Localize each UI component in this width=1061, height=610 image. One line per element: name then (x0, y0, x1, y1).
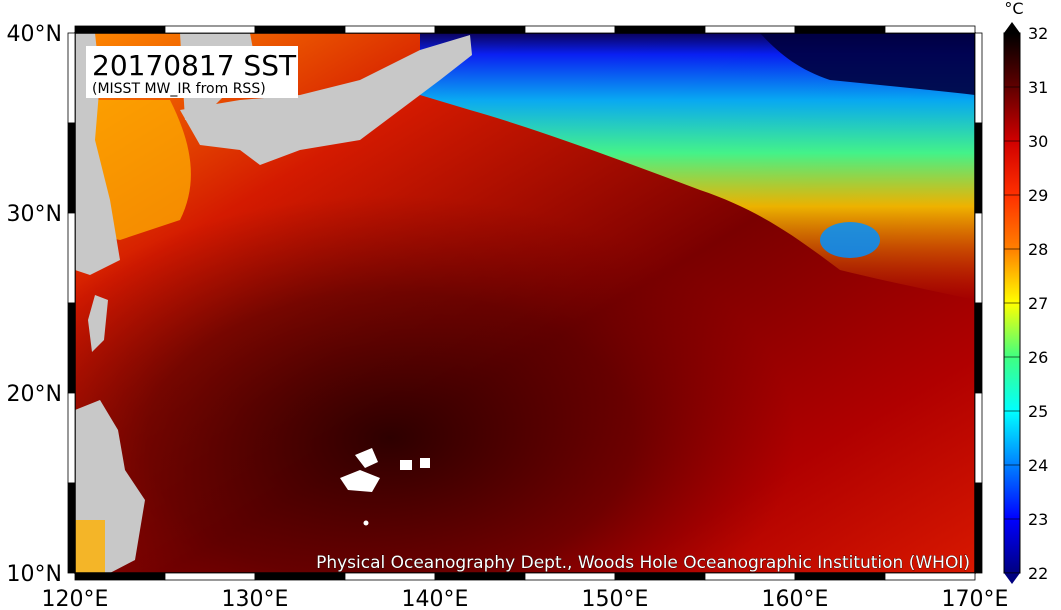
border-segment (794, 25, 886, 34)
border-segment (884, 25, 976, 34)
colorbar-tick-label: 28 (1028, 240, 1048, 259)
lon-tick-label: 150°E (582, 587, 649, 610)
border-segment (67, 32, 76, 124)
border-segment (67, 122, 76, 214)
border-segment (434, 25, 526, 34)
border-segment (67, 302, 76, 394)
border-segment (254, 25, 346, 34)
border-segment (434, 572, 526, 581)
lon-tick-label: 120°E (42, 587, 109, 610)
colorbar-tick-label: 24 (1028, 456, 1048, 475)
border-segment (74, 25, 166, 34)
map-border-left (67, 32, 76, 574)
border-segment (254, 572, 346, 581)
lat-tick-label: 20°N (7, 382, 62, 407)
border-segment (524, 25, 616, 34)
colorbar-tick-label: 29 (1028, 186, 1048, 205)
land-japan (180, 35, 472, 165)
colorbar-tick-label: 25 (1028, 402, 1048, 421)
colorbar-tick-labels: 22 23 24 25 26 27 28 29 30 31 32 (1004, 24, 1048, 583)
border-segment (164, 572, 256, 581)
colorbar-tick-label: 31 (1028, 78, 1048, 97)
longitude-tick-labels: 120°E 130°E 140°E 150°E 160°E 170°E (42, 587, 1009, 610)
missing-data-patches (340, 448, 430, 526)
colorbar-tick-label: 30 (1028, 132, 1048, 151)
lat-tick-label: 40°N (7, 22, 62, 47)
border-segment (974, 32, 983, 124)
colorbar: °C 22 23 24 25 26 27 28 29 30 31 32 (1003, 0, 1048, 584)
border-segment (974, 392, 983, 484)
border-segment (67, 482, 76, 574)
border-segment (67, 392, 76, 484)
border-segment (974, 212, 983, 304)
border-segment (614, 572, 706, 581)
border-segment (344, 572, 436, 581)
border-segment (74, 572, 166, 581)
lon-tick-label: 140°E (402, 587, 469, 610)
title-box: 20170817 SST (MISST MW_IR from RSS) (86, 46, 298, 98)
lat-tick-label: 10°N (7, 562, 62, 587)
title-sub: (MISST MW_IR from RSS) (92, 81, 266, 97)
border-segment (974, 302, 983, 394)
colorbar-unit: °C (1004, 0, 1023, 18)
border-segment (794, 572, 886, 581)
lon-tick-label: 170°E (942, 587, 1009, 610)
map-border-right (974, 32, 983, 574)
border-segment (164, 25, 256, 34)
lon-tick-label: 160°E (762, 587, 829, 610)
sst-field (75, 33, 975, 573)
colorbar-tick-label: 22 (1028, 564, 1048, 583)
border-segment (974, 482, 983, 574)
colorbar-tick-label: 26 (1028, 348, 1048, 367)
map-border-bottom (74, 572, 976, 581)
credit-text: Physical Oceanography Dept., Woods Hole … (316, 553, 970, 573)
land-taiwan (88, 295, 108, 352)
lat-tick-label: 30°N (7, 202, 62, 227)
border-segment (614, 25, 706, 34)
border-segment (704, 25, 796, 34)
border-segment (974, 122, 983, 214)
latitude-tick-labels: 10°N 20°N 30°N 40°N (7, 22, 62, 587)
border-segment (67, 212, 76, 304)
colorbar-bottom-arrow (1004, 573, 1020, 584)
colorbar-top-arrow (1004, 22, 1020, 33)
map-border-top (74, 25, 976, 34)
colorbar-tick-label: 27 (1028, 294, 1048, 313)
border-segment (704, 572, 796, 581)
border-segment (524, 572, 616, 581)
colorbar-tick-label: 32 (1028, 24, 1048, 43)
colorbar-tick-label: 23 (1028, 510, 1048, 529)
border-segment (884, 572, 976, 581)
border-segment (344, 25, 436, 34)
lon-tick-label: 130°E (222, 587, 289, 610)
title-main: 20170817 SST (92, 49, 297, 82)
